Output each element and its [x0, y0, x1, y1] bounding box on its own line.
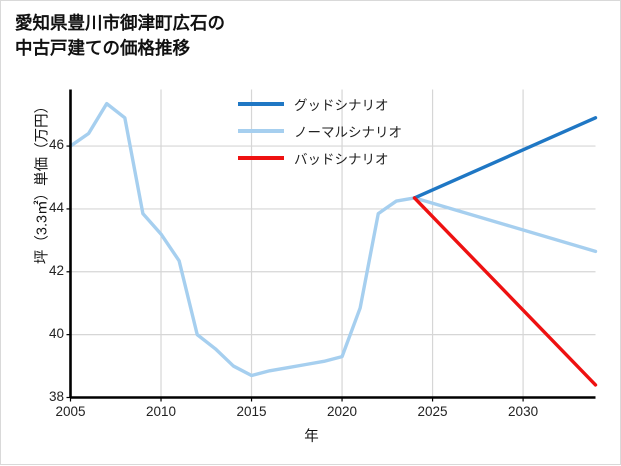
x-tick-label: 2020: [327, 403, 358, 419]
y-tick-label: 42: [48, 262, 64, 278]
series-line-グッドシナリオ: [412, 116, 598, 200]
x-tick-label: 2025: [417, 403, 448, 419]
series-line-ノーマルシナリオ: [68, 101, 598, 378]
legend-label: バッドシナリオ: [294, 152, 389, 167]
legend-color-swatch: [238, 102, 284, 106]
y-axis-label: 坪（3.3㎡）単価（万円）: [34, 98, 51, 265]
chart-title: 愛知県豊川市御津町広石の 中古戸建ての価格推移: [15, 13, 225, 58]
x-tick-label: 2015: [236, 403, 267, 419]
legend-entry: ノーマルシナリオ: [238, 121, 402, 141]
legend-label: グッドシナリオ: [294, 98, 389, 113]
legend-color-swatch: [238, 129, 284, 133]
legend-entry: グッドシナリオ: [238, 94, 389, 114]
x-tick-label: 2030: [508, 403, 539, 419]
gridlines: [69, 89, 596, 399]
data-series-group: [68, 101, 598, 387]
series-line-バッドシナリオ: [412, 196, 598, 387]
legend-label: ノーマルシナリオ: [294, 125, 402, 140]
x-tick-label: 2005: [55, 403, 86, 419]
legend-entry: バッドシナリオ: [238, 148, 389, 168]
legend-color-swatch: [238, 156, 284, 160]
x-tick-label: 2010: [145, 403, 177, 419]
y-tick-label: 46: [48, 137, 64, 153]
y-tick-label: 38: [48, 388, 64, 404]
y-tick-label: 44: [48, 199, 64, 215]
x-axis-label: 年: [304, 429, 319, 445]
y-tick-label: 40: [48, 325, 64, 341]
axis-spines: [66, 89, 596, 402]
